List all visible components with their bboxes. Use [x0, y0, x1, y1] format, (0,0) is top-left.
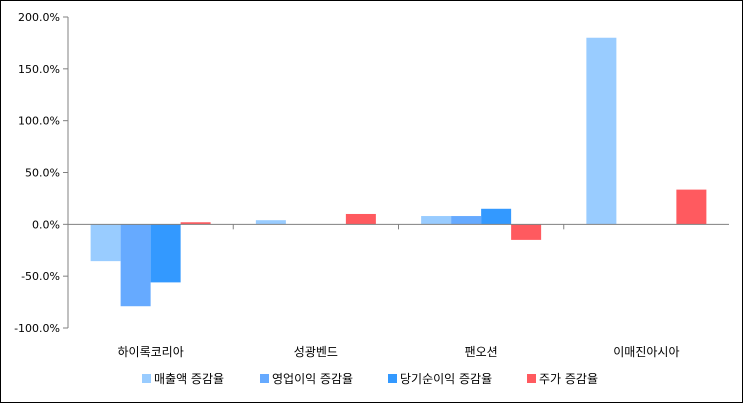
legend-label: 영업이익 증감율 [272, 372, 353, 386]
legend: 매출액 증감율 영업이익 증감율 당기순이익 증감율 주가 증감율 [142, 372, 598, 386]
y-tick-label: 100.0% [18, 115, 60, 128]
bar [586, 37, 617, 225]
bar [421, 216, 452, 225]
x-tick-label: 하이록코리아 [118, 345, 184, 359]
y-axis: 200.0% 150.0% 100.0% 50.0% 0.0% -50.0% -100.0% [14, 11, 69, 335]
legend-swatch [388, 374, 397, 383]
bar [676, 189, 707, 225]
bar [90, 224, 121, 262]
bars [90, 37, 707, 307]
bar [150, 224, 181, 283]
x-axis: 하이록코리아 성광벤드 팬오션 이매진아시아 [68, 223, 729, 359]
y-tick-label: 0.0% [32, 218, 60, 231]
y-tick-label: -100.0% [14, 322, 60, 335]
legend-swatch [142, 374, 151, 383]
bar [451, 216, 482, 225]
bar [180, 222, 211, 225]
legend-label: 주가 증감율 [539, 372, 598, 386]
legend-label: 매출액 증감율 [154, 372, 224, 386]
legend-swatch [260, 374, 269, 383]
y-tick-label: 150.0% [18, 63, 60, 76]
bar [120, 224, 151, 307]
bar [345, 213, 376, 225]
bar [481, 208, 512, 225]
legend-label: 당기순이익 증감율 [400, 372, 492, 386]
x-tick-label: 팬오션 [465, 345, 498, 359]
y-tick-label: 50.0% [25, 167, 60, 180]
x-tick-label: 성광벤드 [294, 345, 338, 359]
legend-swatch [527, 374, 536, 383]
y-tick-label: -50.0% [21, 270, 60, 283]
y-tick-label: 200.0% [18, 11, 60, 24]
x-tick-label: 이매진아시아 [613, 345, 679, 359]
bar [255, 220, 286, 225]
bar [511, 224, 542, 240]
